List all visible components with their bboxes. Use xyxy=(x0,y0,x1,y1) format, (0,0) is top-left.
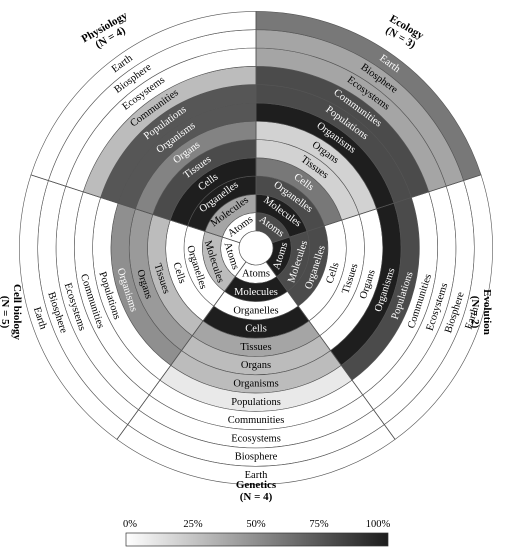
legend-tick-0: 0% xyxy=(123,519,137,530)
svg-text:(N = 2): (N = 2) xyxy=(469,296,481,329)
level-label-genetics-molecules: Molecules xyxy=(234,287,278,298)
legend-tick-75: 75% xyxy=(309,519,329,530)
sector-divider-3 xyxy=(116,261,247,440)
level-label-genetics-biosphere: Biosphere xyxy=(235,452,278,463)
legend-tick-50: 50% xyxy=(246,519,266,530)
level-label-genetics-earth: Earth xyxy=(245,470,268,481)
svg-text:Evolution: Evolution xyxy=(481,289,493,335)
sector-title-genetics: Genetics (N = 4) xyxy=(236,479,277,503)
sector-title-cell-biology: Cell biology (N = 5) xyxy=(0,284,23,340)
svg-text:(N = 4): (N = 4) xyxy=(240,491,273,503)
rings-layer xyxy=(19,11,493,485)
legend-tick-25: 25% xyxy=(183,519,203,530)
legend: 0% 25% 50% 75% 100% xyxy=(123,519,391,547)
sector-divider-4 xyxy=(30,174,240,244)
sector-title-physiology: Physiology (N = 4) xyxy=(80,9,130,51)
level-label-genetics-cells: Cells xyxy=(245,324,267,335)
sector-title-evolution: Evolution (N = 2) xyxy=(469,289,493,335)
level-label-genetics-ecosystems: Ecosystems xyxy=(231,433,281,444)
level-label-genetics-organs: Organs xyxy=(241,360,271,371)
level-label-genetics-organisms: Organisms xyxy=(233,378,278,389)
svg-text:Genetics: Genetics xyxy=(236,479,277,491)
level-label-genetics-communities: Communities xyxy=(228,415,285,426)
legend-gradient-bar xyxy=(125,532,389,547)
level-label-genetics-tissues: Tissues xyxy=(240,342,271,353)
legend-tick-100: 100% xyxy=(366,519,391,530)
sector-divider-2 xyxy=(265,261,396,440)
center-hub xyxy=(238,230,274,266)
level-label-genetics-atoms: Atoms xyxy=(242,269,270,280)
sector-divider-1 xyxy=(272,174,482,244)
level-label-genetics-organelles: Organelles xyxy=(233,305,278,316)
level-label-genetics-populations: Populations xyxy=(231,397,281,408)
svg-text:(N = 5): (N = 5) xyxy=(0,296,11,329)
svg-text:Cell biology: Cell biology xyxy=(11,284,23,340)
sector-title-ecology: Ecology (N = 3) xyxy=(383,13,426,51)
